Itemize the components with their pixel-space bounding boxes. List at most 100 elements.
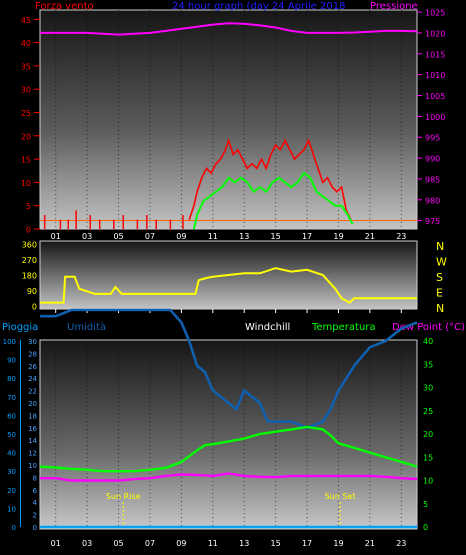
- compass-label: N: [436, 302, 444, 315]
- hour-tick-label: 21: [365, 539, 375, 548]
- hour-tick-label: 13: [239, 539, 249, 548]
- humidity-tick-label: 20: [28, 400, 37, 408]
- chart-title: 24 hour graph (day 24 Aprile 2018: [172, 1, 345, 12]
- pressure-tick-label: 990: [425, 155, 440, 164]
- humidity-tick-label: 12: [28, 450, 37, 458]
- legend-temperature: Temperatura: [311, 322, 376, 333]
- humidity-tick-label: 14: [28, 437, 37, 445]
- hour-tick-label: 13: [239, 232, 249, 241]
- temperature-humidity-panel: [39, 339, 418, 530]
- direction-tick-label: 270: [22, 256, 37, 265]
- humidity-tick-label: 16: [28, 425, 37, 433]
- temperature-tick-label: 35: [423, 360, 433, 369]
- wind-tick-label: 5: [26, 202, 31, 211]
- direction-tick-label: 90: [27, 287, 37, 296]
- hour-tick-label: 21: [365, 232, 375, 241]
- pressure-tick-label: 1020: [425, 29, 445, 38]
- wind-tick-label: 40: [21, 39, 31, 48]
- pressure-tick-label: 995: [425, 134, 440, 143]
- rain-tick-label: 10: [7, 505, 16, 513]
- temperature-tick-label: 30: [423, 384, 433, 393]
- humidity-tick-label: 24: [28, 375, 37, 383]
- compass-label: W: [436, 256, 447, 269]
- humidity-tick-label: 30: [28, 338, 37, 346]
- hour-tick-label: 05: [113, 232, 123, 241]
- rain-tick-label: 90: [7, 357, 16, 365]
- direction-tick-label: 180: [22, 272, 37, 281]
- wind-tick-label: 10: [21, 179, 31, 188]
- pressure-tick-label: 1025: [425, 9, 445, 18]
- wind-tick-label: 45: [21, 16, 31, 25]
- humidity-tick-label: 0: [33, 524, 37, 532]
- direction-tick-label: 360: [22, 241, 37, 250]
- hour-tick-label: 23: [396, 232, 406, 241]
- humidity-tick-label: 8: [33, 474, 37, 482]
- rain-tick-label: 20: [7, 487, 16, 495]
- pressure-tick-label: 985: [425, 175, 440, 184]
- pressure-tick-label: 1010: [425, 71, 445, 80]
- hour-tick-label: 07: [145, 539, 155, 548]
- rain-tick-label: 70: [7, 394, 16, 402]
- humidity-tick-label: 28: [28, 350, 37, 358]
- wind-tick-label: 0: [26, 226, 31, 235]
- pressure-tick-label: 1005: [425, 92, 445, 101]
- hour-tick-label: 05: [113, 539, 123, 548]
- hour-tick-label: 15: [271, 232, 281, 241]
- humidity-tick-label: 26: [28, 363, 37, 371]
- hour-tick-label: 19: [333, 539, 343, 548]
- wind-direction-series: [40, 267, 417, 304]
- compass-label: S: [436, 271, 443, 284]
- humidity-tick-label: 22: [28, 388, 37, 396]
- rain-tick-label: 50: [7, 431, 16, 439]
- rain-tick-label: 0: [12, 524, 16, 532]
- wind-axis-label: Forza vento: [35, 1, 94, 12]
- humidity-tick-label: 4: [33, 499, 38, 507]
- legend-dewpoint: Dew Point (°C): [392, 322, 465, 333]
- hour-tick-label: 03: [82, 232, 92, 241]
- pressure-tick-label: 1015: [425, 50, 445, 59]
- rain-tick-label: 100: [3, 338, 16, 346]
- pressure-tick-label: 980: [425, 196, 440, 205]
- legend-humidity: Umidità: [67, 321, 106, 333]
- legend-rain: Pioggia: [2, 322, 38, 333]
- compass-label: N: [436, 240, 444, 253]
- hour-tick-label: 17: [302, 232, 312, 241]
- temperature-tick-label: 10: [423, 477, 433, 486]
- legend-windchill: Windchill: [245, 322, 290, 333]
- hour-tick-label: 15: [271, 539, 281, 548]
- temperature-tick-label: 40: [423, 337, 433, 346]
- wind-tick-label: 30: [21, 86, 31, 95]
- rain-tick-label: 40: [7, 450, 16, 458]
- rain-tick-label: 30: [7, 468, 16, 476]
- humidity-tick-label: 18: [28, 412, 37, 420]
- humidity-tick-label: 6: [33, 487, 38, 495]
- direction-tick-label: 0: [32, 303, 37, 312]
- wind-pressure-panel: [39, 9, 418, 230]
- hour-tick-label: 09: [176, 232, 186, 241]
- wind-tick-label: 20: [21, 132, 31, 141]
- humidity-tick-label: 2: [33, 512, 37, 520]
- wind-gust-series: [188, 137, 352, 221]
- hour-tick-label: 11: [208, 232, 218, 241]
- wind-tick-label: 25: [21, 109, 31, 118]
- wind-tick-label: 35: [21, 62, 31, 71]
- hour-tick-label: 23: [396, 539, 406, 548]
- temperature-tick-label: 15: [423, 453, 433, 462]
- hour-tick-label: 11: [208, 539, 218, 548]
- hour-tick-label: 03: [82, 539, 92, 548]
- temperature-tick-label: 20: [423, 430, 433, 439]
- rain-tick-label: 80: [7, 375, 16, 383]
- hour-tick-label: 01: [51, 539, 61, 548]
- pressure-axis-label: Pressione: [370, 1, 418, 12]
- pressure-tick-label: 975: [425, 217, 440, 226]
- sun-marker-label: Sun Set: [325, 492, 356, 501]
- hour-tick-label: 09: [176, 539, 186, 548]
- wind-tick-label: 15: [21, 156, 31, 165]
- humidity-series: [40, 308, 418, 430]
- compass-label: E: [436, 287, 443, 300]
- temperature-tick-label: 5: [423, 500, 428, 509]
- hour-tick-label: 19: [333, 232, 343, 241]
- hour-tick-label: 01: [51, 232, 61, 241]
- temperature-series: [39, 425, 418, 473]
- dewpoint-series: [40, 472, 418, 482]
